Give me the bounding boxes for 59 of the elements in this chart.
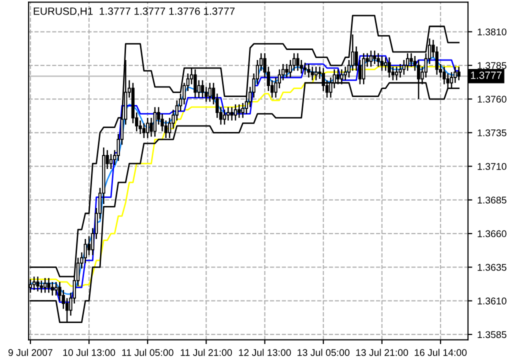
- candlestick: [200, 80, 204, 98]
- y-tick-label: 1.3710: [478, 163, 506, 170]
- candlestick: [238, 104, 241, 118]
- x-tick-label: 9 Jul 2007: [8, 348, 52, 356]
- candlestick: [230, 106, 234, 122]
- y-tick-label: 1.3735: [478, 129, 506, 136]
- candlestick: [50, 281, 54, 296]
- candlestick: [208, 82, 212, 102]
- candlestick: [146, 117, 150, 139]
- candlestick: [307, 63, 310, 78]
- candlestick: [373, 50, 376, 65]
- candlestick: [194, 68, 197, 98]
- y-tick-label: 1.3760: [478, 96, 506, 103]
- candlestick: [222, 109, 226, 126]
- candlestick: [362, 52, 366, 85]
- x-tick-label: 12 Jul 13:00: [239, 348, 291, 356]
- candlestick: [153, 106, 157, 138]
- candlestick: [410, 52, 413, 68]
- candlestick: [87, 236, 91, 256]
- candlestick: [226, 106, 230, 122]
- candlestick: [36, 276, 40, 292]
- candlestick: [296, 52, 300, 72]
- candlestick: [109, 154, 113, 170]
- candlestick: [285, 63, 288, 78]
- candlestick: [54, 281, 58, 296]
- y-tick-label: 1.3785: [478, 62, 506, 70]
- y-tick-label: 1.3585: [478, 331, 506, 338]
- x-tick-label: 11 Jul 21:00: [180, 348, 232, 356]
- candlestick: [303, 62, 307, 76]
- candlestick: [388, 56, 391, 78]
- x-tick-label: 10 Jul 13:00: [63, 348, 116, 356]
- chart-title: EURUSD,H1 1.3777 1.3777 1.3776 1.3777: [34, 8, 235, 16]
- candlestick: [395, 66, 398, 81]
- candlestick: [40, 280, 43, 294]
- candlestick: [384, 56, 388, 72]
- candlestick: [369, 50, 373, 68]
- y-tick-label: 1.3660: [478, 230, 506, 238]
- candlestick: [310, 66, 314, 81]
- candlestick: [314, 66, 318, 81]
- y-tick-label: 1.3635: [478, 264, 506, 271]
- x-tick-label: 13 Jul 05:00: [298, 348, 350, 356]
- candlestick: [406, 52, 410, 72]
- x-tick-label: 13 Jul 21:00: [356, 348, 408, 356]
- candlestick: [142, 122, 146, 139]
- candlestick: [47, 277, 50, 294]
- candlestick: [234, 104, 238, 122]
- candlestick: [43, 277, 47, 294]
- y-tick-label: 1.3685: [478, 196, 506, 204]
- candlestick: [398, 63, 402, 78]
- y-tick-label: 1.3610: [478, 298, 506, 304]
- candlestick: [32, 276, 36, 291]
- candlestick: [380, 55, 384, 72]
- candlestick: [442, 66, 446, 85]
- x-tick-label: 16 Jul 14:00: [414, 348, 467, 356]
- candlestick: [376, 52, 380, 68]
- y-tick-label: 1.3810: [478, 28, 506, 36]
- candlestick: [457, 66, 460, 81]
- x-tick-label: 11 Jul 05:00: [122, 348, 174, 356]
- ref-line-label: 1.3777: [470, 72, 502, 79]
